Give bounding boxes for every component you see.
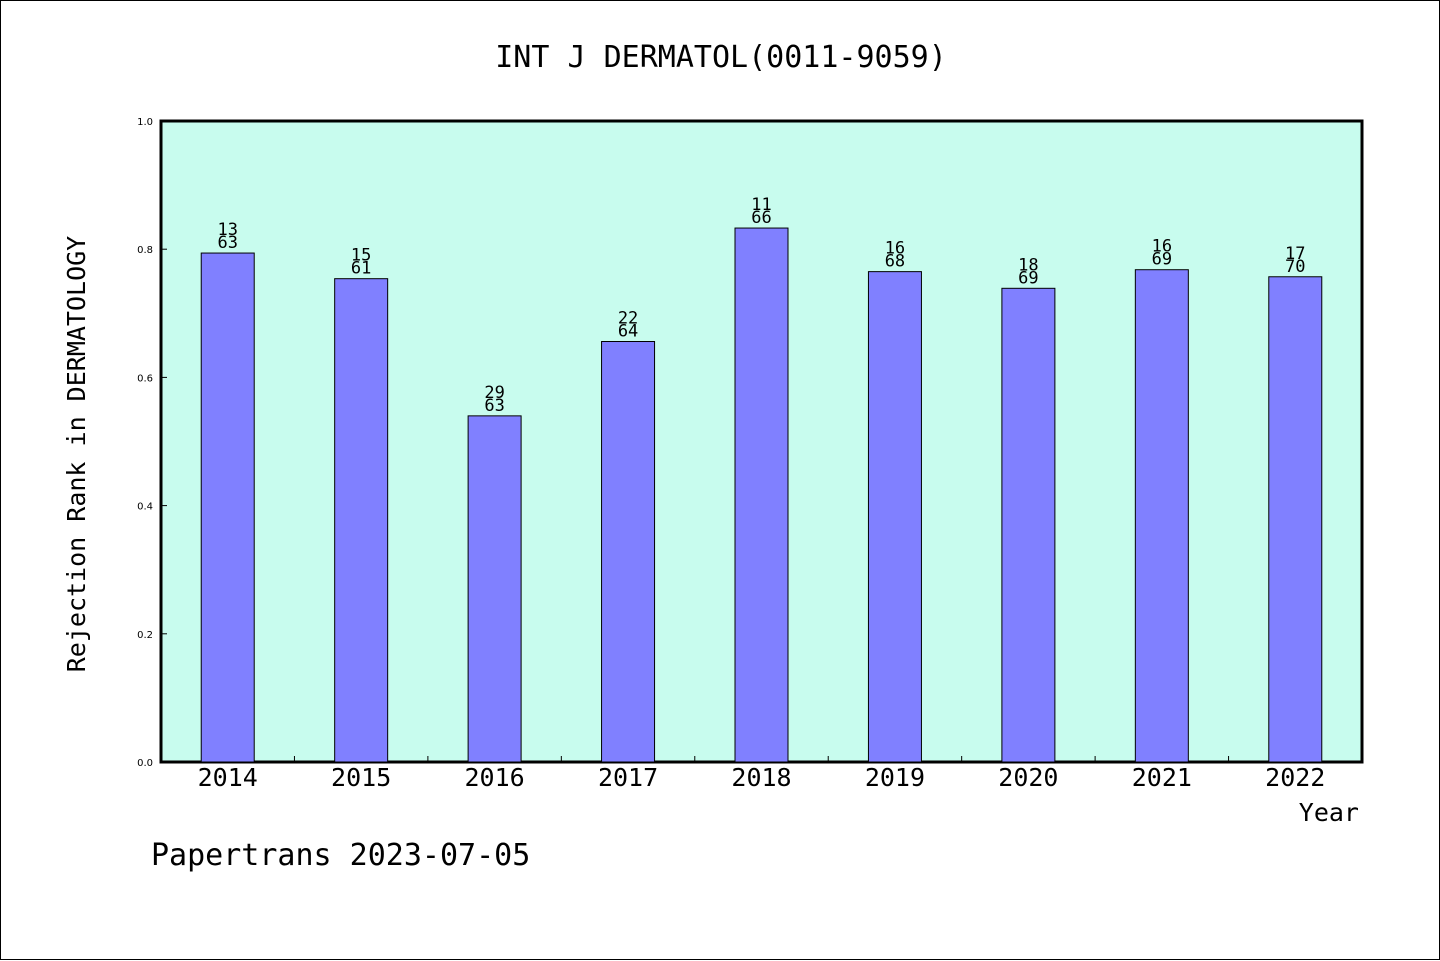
- y-tick-label: 0.4: [137, 502, 153, 513]
- bar-2019: [867, 271, 922, 763]
- footer-text: Papertrans 2023-07-05: [151, 838, 530, 873]
- y-axis-label: Rejection Rank in DERMATOLOGY: [62, 236, 91, 673]
- chart-title: INT J DERMATOL(0011-9059): [495, 40, 947, 75]
- bar-rank-label: 18: [1018, 255, 1038, 275]
- bar-rank-label: 16: [885, 239, 905, 259]
- x-tick-label: 2017: [598, 763, 658, 792]
- bar-rank-label: 15: [351, 246, 371, 266]
- x-tick-label: 2016: [465, 763, 525, 792]
- bar-2022: [1268, 276, 1323, 763]
- x-tick-label: 2019: [865, 763, 925, 792]
- bar-2014: [200, 252, 255, 763]
- x-tick-label: 2015: [331, 763, 391, 792]
- x-tick-label: 2020: [998, 763, 1058, 792]
- bar-2015: [334, 278, 389, 763]
- bar-total-label: 69: [1018, 268, 1038, 288]
- x-tick-label: 2022: [1265, 763, 1325, 792]
- bar-2020: [1001, 287, 1056, 763]
- x-tick-label: 2021: [1132, 763, 1192, 792]
- bar-total-label: 69: [1152, 250, 1172, 270]
- y-tick-labels: 0.0 0.2 0.4 0.6 0.8 1.0: [137, 117, 167, 769]
- bar-total-label: 64: [618, 322, 638, 342]
- y-tick-label: 0.6: [137, 373, 153, 384]
- y-tick-label: 0.8: [137, 245, 153, 256]
- bar-total-label: 63: [484, 396, 504, 416]
- bar-rank-label: 22: [618, 309, 638, 329]
- y-tick-label: 0.0: [137, 758, 153, 769]
- y-tick-label: 1.0: [137, 117, 153, 128]
- bar-total-label: 70: [1285, 257, 1305, 277]
- x-tick-label: 2014: [198, 763, 258, 792]
- bar-2018: [734, 227, 789, 763]
- bar-total-label: 68: [885, 252, 905, 272]
- bar-2016: [467, 415, 522, 763]
- bar-rank-label: 29: [484, 383, 504, 403]
- bar-total-label: 61: [351, 259, 371, 279]
- x-tick-labels: 2014 2015 2016 2017 2018 2019 2020 2021 2022: [198, 756, 1325, 792]
- bar-rank-label: 11: [751, 195, 771, 215]
- bar-rank-label: 16: [1152, 237, 1172, 257]
- bar-total-label: 66: [751, 208, 771, 228]
- x-axis-label: Year: [1299, 798, 1359, 827]
- bar-rank-label: 17: [1285, 244, 1305, 264]
- y-tick-label: 0.2: [137, 630, 153, 641]
- bar-rank-label: 13: [217, 220, 237, 240]
- bar-2017: [601, 341, 656, 763]
- bar-total-label: 63: [217, 233, 237, 253]
- x-tick-label: 2018: [731, 763, 791, 792]
- bar-2021: [1134, 269, 1189, 763]
